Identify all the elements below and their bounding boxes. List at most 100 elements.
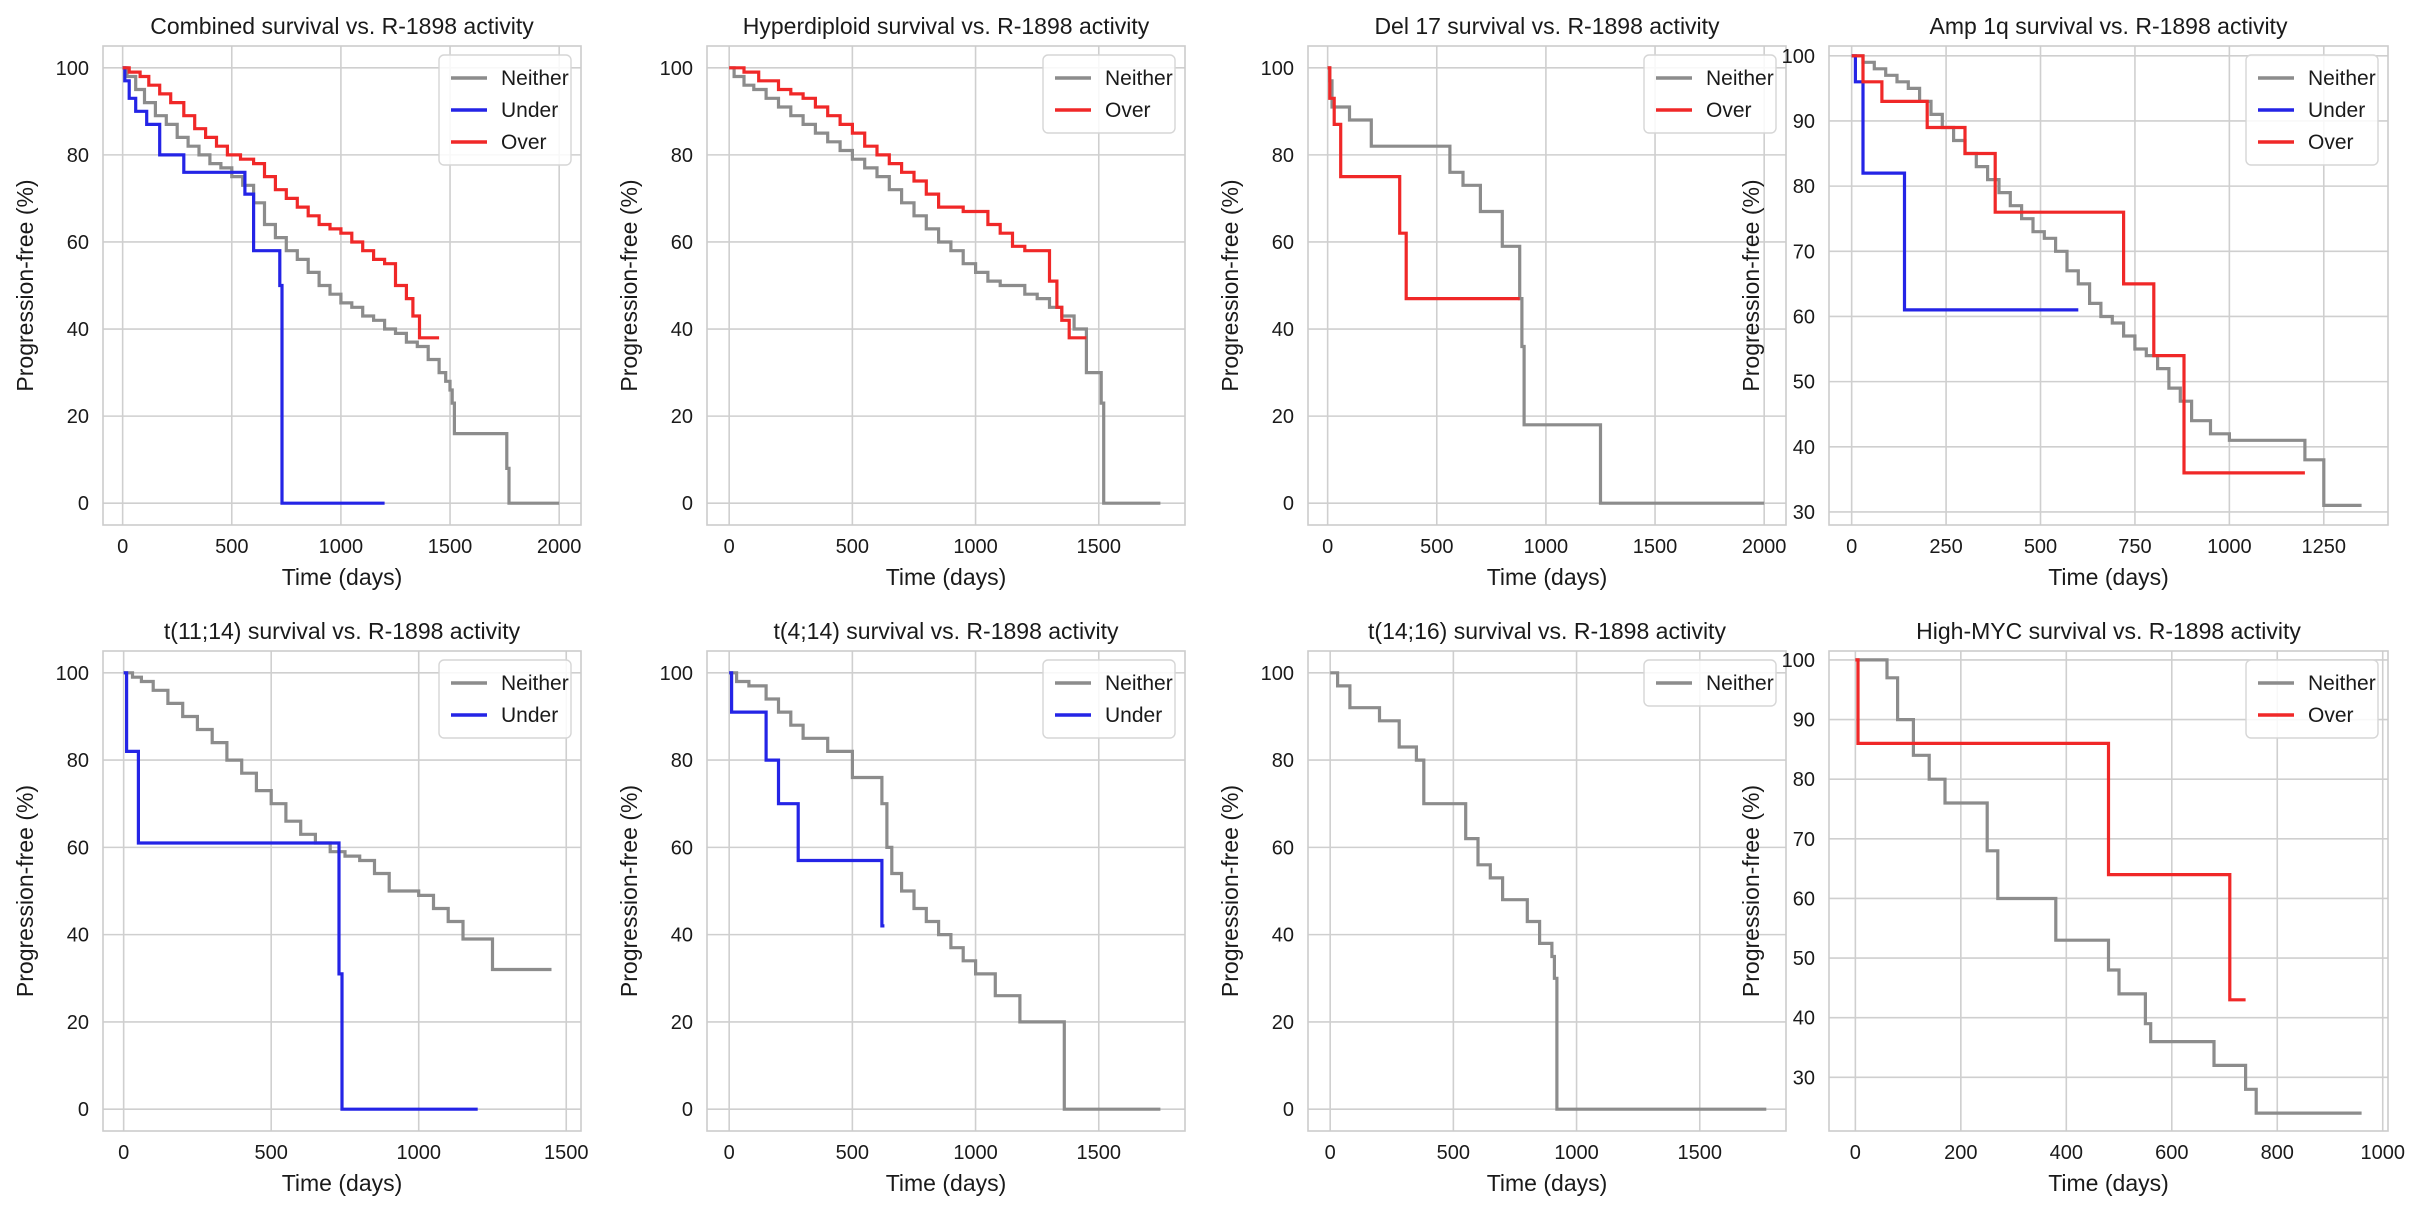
x-axis-label: Time (days) (1487, 564, 1608, 590)
y-axis-label: Progression-free (%) (1217, 179, 1243, 391)
legend-label-under: Under (1105, 704, 1162, 727)
panel-2: 0 500 1000 1500 0 20 40 60 80 100 Hyperdiploid sur… (616, 13, 1186, 590)
y-tick-label: 40 (1272, 925, 1294, 947)
plot-frame (1307, 45, 1787, 526)
x-tick-label: 1000 (2207, 536, 2252, 558)
series-over-line (1855, 658, 2246, 1002)
x-tick-label: 0 (1846, 536, 1857, 558)
x-tick-label: 800 (2261, 1142, 2294, 1164)
y-tick-label: 0 (1283, 1099, 1294, 1121)
x-axis-label: Time (days) (1487, 1170, 1608, 1196)
legend-label-neither: Neither (501, 67, 569, 90)
legend: Neither Under Over (438, 54, 572, 166)
y-tick-label: 100 (56, 663, 89, 685)
y-tick-label: 80 (67, 145, 89, 167)
y-tick-label: 50 (1793, 372, 1815, 394)
x-tick-label: 1000 (2360, 1142, 2405, 1164)
x-tick-label: 1500 (1077, 1142, 1122, 1164)
legend-label-under: Under (2308, 99, 2365, 122)
y-tick-label: 60 (1793, 306, 1815, 328)
x-tick-label: 1000 (396, 1142, 441, 1164)
y-tick-label: 40 (67, 319, 89, 341)
chart-title: High-MYC survival vs. R-1898 activity (1916, 618, 2301, 644)
x-tick-label: 1500 (428, 536, 473, 558)
y-tick-label: 40 (671, 319, 693, 341)
legend-label-over: Over (501, 131, 547, 154)
y-tick-label: 100 (660, 58, 693, 80)
y-tick-label: 40 (67, 925, 89, 947)
y-tick-label: 70 (1793, 829, 1815, 851)
y-tick-label: 20 (67, 406, 89, 428)
x-tick-label: 1250 (2302, 536, 2347, 558)
y-axis-label: Progression-free (%) (616, 785, 642, 997)
series-under-line (729, 671, 885, 928)
x-axis-label: Time (days) (886, 1170, 1007, 1196)
x-tick-label: 0 (1325, 1142, 1336, 1164)
legend-label-over: Over (1105, 99, 1151, 122)
x-axis-label: Time (days) (2048, 1170, 2169, 1196)
x-tick-label: 0 (724, 536, 735, 558)
x-tick-label: 400 (2050, 1142, 2083, 1164)
y-tick-label: 60 (67, 232, 89, 254)
y-tick-label: 70 (1793, 241, 1815, 263)
y-tick-label: 0 (1283, 493, 1294, 515)
panel-8: 0 200 400 600 800 1000 30 40 50 60 70 80 90 100 High-M… (1738, 618, 2405, 1196)
y-tick-label: 100 (1782, 650, 1815, 672)
series-under-line (123, 671, 478, 1111)
y-tick-label: 20 (1272, 406, 1294, 428)
legend: Neither Over (2245, 659, 2379, 739)
plot-frame (706, 650, 1186, 1132)
legend: Neither Over (1042, 54, 1176, 134)
x-tick-label: 500 (1420, 536, 1453, 558)
legend-label-neither: Neither (1105, 672, 1173, 695)
x-tick-label: 600 (2155, 1142, 2188, 1164)
y-tick-label: 0 (682, 1099, 693, 1121)
y-tick-label: 100 (1261, 58, 1294, 80)
legend-label-neither: Neither (501, 672, 569, 695)
series-neither-line (1855, 658, 2362, 1115)
y-tick-label: 80 (1272, 750, 1294, 772)
y-tick-label: 80 (1272, 145, 1294, 167)
x-tick-label: 2000 (537, 536, 582, 558)
y-tick-label: 60 (1793, 888, 1815, 910)
x-tick-label: 0 (724, 1142, 735, 1164)
series-neither-line (1330, 671, 1767, 1111)
legend-box (2245, 54, 2379, 166)
legend-box (1042, 659, 1176, 739)
y-axis-label: Progression-free (%) (1738, 785, 1764, 997)
x-tick-label: 0 (117, 536, 128, 558)
series-neither-line (123, 671, 552, 972)
y-tick-label: 20 (671, 406, 693, 428)
legend-label-under: Under (501, 704, 558, 727)
y-tick-label: 60 (67, 837, 89, 859)
x-axis-label: Time (days) (282, 564, 403, 590)
legend-label-neither: Neither (1706, 672, 1774, 695)
y-tick-label: 40 (1272, 319, 1294, 341)
series-neither-line (1851, 54, 2362, 507)
legend-label-under: Under (501, 99, 558, 122)
plot-frame (1307, 650, 1787, 1132)
x-tick-label: 1500 (1633, 536, 1678, 558)
x-tick-label: 1000 (953, 536, 998, 558)
x-tick-label: 1000 (1554, 1142, 1599, 1164)
y-tick-label: 60 (671, 837, 693, 859)
legend-box (2245, 659, 2379, 739)
y-axis-label: Progression-free (%) (12, 179, 38, 391)
x-axis-label: Time (days) (2048, 564, 2169, 590)
chart-title: t(14;16) survival vs. R-1898 activity (1368, 618, 1726, 644)
x-tick-label: 1500 (544, 1142, 589, 1164)
y-tick-label: 20 (1272, 1012, 1294, 1034)
series-neither-line (122, 66, 560, 505)
series-neither-line (1327, 66, 1765, 505)
x-tick-label: 500 (836, 1142, 869, 1164)
x-tick-label: 1000 (1524, 536, 1569, 558)
y-tick-label: 30 (1793, 1067, 1815, 1089)
panel-1: 0 500 1000 1500 2000 0 20 40 60 80 100 Combined sur… (12, 13, 582, 590)
y-tick-label: 20 (671, 1012, 693, 1034)
legend-label-over: Over (1706, 99, 1752, 122)
x-tick-label: 0 (1850, 1142, 1861, 1164)
plot-frame (1828, 45, 2389, 526)
plot-frame (706, 45, 1186, 526)
y-tick-label: 80 (67, 750, 89, 772)
y-tick-label: 0 (78, 1099, 89, 1121)
